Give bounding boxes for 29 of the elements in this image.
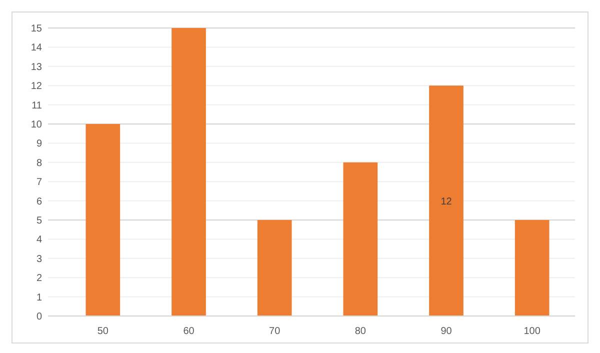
bar	[172, 28, 206, 316]
bar	[514, 220, 550, 316]
y-tick-label: 15	[30, 24, 42, 34]
x-tick-label: 100	[524, 326, 541, 337]
y-tick-label: 3	[36, 254, 42, 265]
x-tick-label: 60	[183, 326, 195, 337]
y-tick-label: 8	[36, 158, 42, 169]
x-tick-label: 80	[354, 326, 366, 337]
bar	[429, 86, 464, 316]
y-tick-label: 7	[36, 177, 42, 188]
y-tick-label: 0	[36, 312, 42, 322]
y-tick-label: 1	[36, 292, 42, 304]
y-tick-label: 9	[36, 138, 42, 150]
bar	[86, 124, 120, 316]
x-tick-label: 50	[97, 326, 109, 337]
x-tick-label: 90	[440, 326, 452, 337]
bar	[257, 220, 292, 316]
y-tick-label: 2	[36, 273, 42, 284]
y-tick-label: 5	[36, 216, 42, 226]
y-tick-label: 14	[30, 42, 42, 54]
x-tick-label: 70	[269, 326, 281, 337]
y-tick-label: 4	[36, 234, 42, 246]
y-tick-label: 12	[30, 81, 42, 92]
data-label: 12	[440, 196, 452, 208]
bar	[343, 162, 378, 316]
y-tick-label: 13	[30, 62, 42, 73]
y-tick-label: 11	[32, 100, 42, 112]
y-tick-label: 10	[30, 120, 42, 130]
y-tick-label: 6	[36, 196, 42, 208]
